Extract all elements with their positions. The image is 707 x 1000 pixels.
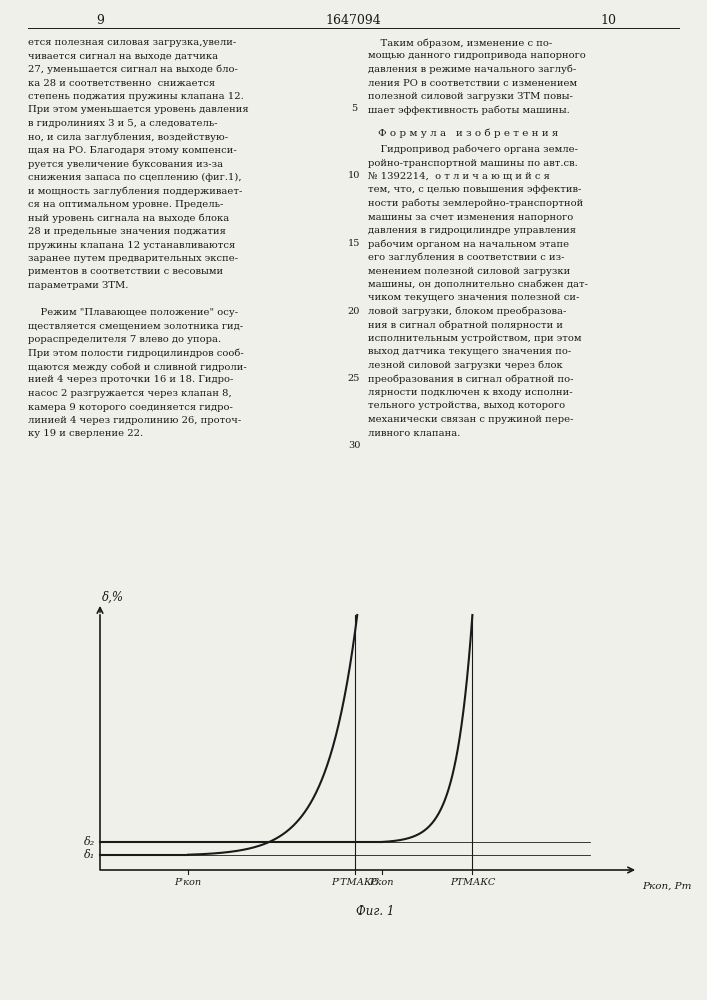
Text: 28 и предельные значения поджатия: 28 и предельные значения поджатия <box>28 227 226 236</box>
Text: δ,%: δ,% <box>102 591 124 604</box>
Text: ности работы землеройно-транспортной: ности работы землеройно-транспортной <box>368 199 583 209</box>
Text: тем, что, с целью повышения эффектив-: тем, что, с целью повышения эффектив- <box>368 186 581 194</box>
Text: но, и сила заглубления, воздействую-: но, и сила заглубления, воздействую- <box>28 132 228 142</box>
Text: ществляется смещением золотника гид-: ществляется смещением золотника гид- <box>28 322 243 330</box>
Text: его заглубления в соответствии с из-: его заглубления в соответствии с из- <box>368 253 564 262</box>
Text: механически связан с пружиной пере-: механически связан с пружиной пере- <box>368 415 573 424</box>
Text: При этом полости гидроцилиндров сооб-: При этом полости гидроцилиндров сооб- <box>28 349 244 358</box>
Text: PТМАКС: PТМАКС <box>450 878 495 887</box>
Text: 20: 20 <box>348 306 360 316</box>
Text: чиком текущего значения полезной си-: чиком текущего значения полезной си- <box>368 294 579 302</box>
Text: выход датчика текущего значения по-: выход датчика текущего значения по- <box>368 348 571 357</box>
Text: Гидропривод рабочего органа земле-: Гидропривод рабочего органа земле- <box>368 145 578 154</box>
Text: При этом уменьшается уровень давления: При этом уменьшается уровень давления <box>28 105 249 114</box>
Text: тельного устройства, выход которого: тельного устройства, выход которого <box>368 401 565 410</box>
Text: лярности подключен к входу исполни-: лярности подключен к входу исполни- <box>368 388 573 397</box>
Text: 10: 10 <box>600 13 616 26</box>
Text: Pкоп, Pт: Pкоп, Pт <box>642 882 691 891</box>
Text: заранее путем предварительных экспе-: заранее путем предварительных экспе- <box>28 254 238 263</box>
Text: нией 4 через проточки 16 и 18. Гидро-: нией 4 через проточки 16 и 18. Гидро- <box>28 375 233 384</box>
Text: степень поджатия пружины клапана 12.: степень поджатия пружины клапана 12. <box>28 92 244 101</box>
Text: ется полезная силовая загрузка,увели-: ется полезная силовая загрузка,увели- <box>28 38 236 47</box>
Text: № 1392214,  о т л и ч а ю щ и й с я: № 1392214, о т л и ч а ю щ и й с я <box>368 172 550 181</box>
Text: ния в сигнал обратной полярности и: ния в сигнал обратной полярности и <box>368 320 563 330</box>
Text: 5: 5 <box>351 104 357 113</box>
Text: ка 28 и соответственно  снижается: ка 28 и соответственно снижается <box>28 79 215 88</box>
Text: 15: 15 <box>348 239 360 248</box>
Text: рабочим органом на начальном этапе: рабочим органом на начальном этапе <box>368 239 569 249</box>
Text: Режим "Плавающее положение" осу-: Режим "Плавающее положение" осу- <box>28 308 238 317</box>
Text: преобразования в сигнал обратной по-: преобразования в сигнал обратной по- <box>368 374 573 384</box>
Text: лезной силовой загрузки через блок: лезной силовой загрузки через блок <box>368 361 563 370</box>
Text: ный уровень сигнала на выходе блока: ный уровень сигнала на выходе блока <box>28 214 229 223</box>
Text: шает эффективность работы машины.: шает эффективность работы машины. <box>368 105 570 115</box>
Text: менением полезной силовой загрузки: менением полезной силовой загрузки <box>368 266 571 275</box>
Text: исполнительным устройством, при этом: исполнительным устройством, при этом <box>368 334 581 343</box>
Text: щая на РО. Благодаря этому компенси-: щая на РО. Благодаря этому компенси- <box>28 146 237 155</box>
Text: мощью данного гидропривода напорного: мощью данного гидропривода напорного <box>368 51 586 60</box>
Text: в гидролиниях 3 и 5, а следователь-: в гидролиниях 3 и 5, а следователь- <box>28 119 218 128</box>
Text: параметрами ЗТМ.: параметрами ЗТМ. <box>28 281 129 290</box>
Text: Pкоп: Pкоп <box>370 878 394 887</box>
Text: 27, уменьшается сигнал на выходе бло-: 27, уменьшается сигнал на выходе бло- <box>28 65 238 75</box>
Text: ройно-транспортной машины по авт.св.: ройно-транспортной машины по авт.св. <box>368 158 578 167</box>
Text: ловой загрузки, блоком преобразова-: ловой загрузки, блоком преобразова- <box>368 307 566 316</box>
Text: P'ТМАКС: P'ТМАКС <box>331 878 379 887</box>
Text: ку 19 и сверление 22.: ку 19 и сверление 22. <box>28 430 143 438</box>
Text: риментов в соответствии с весовыми: риментов в соответствии с весовыми <box>28 267 223 276</box>
Text: рораспределителя 7 влево до упора.: рораспределителя 7 влево до упора. <box>28 335 221 344</box>
Text: 30: 30 <box>348 442 360 450</box>
Text: ливного клапана.: ливного клапана. <box>368 428 460 438</box>
Text: δ₁: δ₁ <box>83 850 95 860</box>
Text: пружины клапана 12 устанавливаются: пружины клапана 12 устанавливаются <box>28 240 235 249</box>
Text: и мощность заглубления поддерживает-: и мощность заглубления поддерживает- <box>28 186 243 196</box>
Text: давления в режиме начального заглуб-: давления в режиме начального заглуб- <box>368 65 576 75</box>
Text: Фиг. 1: Фиг. 1 <box>356 905 395 918</box>
Text: чивается сигнал на выходе датчика: чивается сигнал на выходе датчика <box>28 51 218 60</box>
Text: машины, он дополнительно снабжен дат-: машины, он дополнительно снабжен дат- <box>368 280 588 289</box>
Text: насос 2 разгружается через клапан 8,: насос 2 разгружается через клапан 8, <box>28 389 232 398</box>
Text: щаются между собой и сливной гидроли-: щаются между собой и сливной гидроли- <box>28 362 247 371</box>
Text: руется увеличение буксования из-за: руется увеличение буксования из-за <box>28 159 223 169</box>
Text: Таким образом, изменение с по-: Таким образом, изменение с по- <box>368 38 552 47</box>
Text: P'коп: P'коп <box>175 878 201 887</box>
Text: камера 9 которого соединяется гидро-: камера 9 которого соединяется гидро- <box>28 402 233 412</box>
Text: Ф о р м у л а   и з о б р е т е н и я: Ф о р м у л а и з о б р е т е н и я <box>378 129 559 138</box>
Text: δ₂: δ₂ <box>83 837 95 847</box>
Text: 25: 25 <box>348 374 360 383</box>
Text: 9: 9 <box>96 13 104 26</box>
Text: линией 4 через гидролинию 26, проточ-: линией 4 через гидролинию 26, проточ- <box>28 416 241 425</box>
Text: ления РО в соответствии с изменением: ления РО в соответствии с изменением <box>368 79 577 88</box>
Text: ся на оптимальном уровне. Предель-: ся на оптимальном уровне. Предель- <box>28 200 223 209</box>
Text: полезной силовой загрузки ЗТМ повы-: полезной силовой загрузки ЗТМ повы- <box>368 92 573 101</box>
Text: 10: 10 <box>348 172 360 180</box>
Text: давления в гидроцилиндре управления: давления в гидроцилиндре управления <box>368 226 576 235</box>
Text: машины за счет изменения напорного: машины за счет изменения напорного <box>368 213 573 222</box>
Text: снижения запаса по сцеплению (фиг.1),: снижения запаса по сцеплению (фиг.1), <box>28 173 242 182</box>
Text: 1647094: 1647094 <box>325 13 381 26</box>
